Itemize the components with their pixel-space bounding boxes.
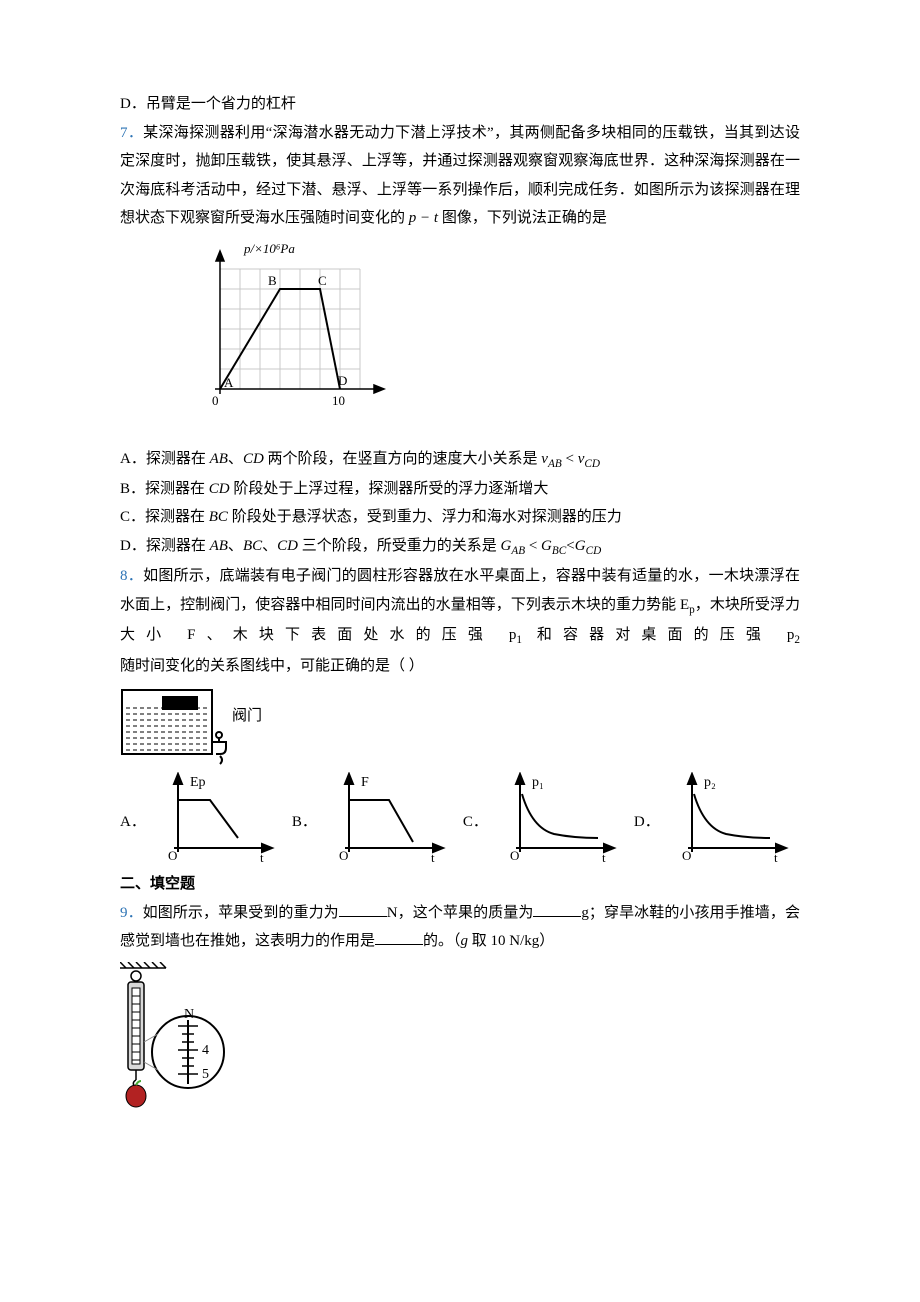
q7-number: 7．	[120, 125, 143, 141]
q7-chart: p/×10⁶Pa A B C	[180, 239, 800, 439]
q9-t1: 如图所示，苹果受到的重力为	[143, 905, 339, 921]
q9-t2: N，这个苹果的质量为	[387, 905, 534, 921]
q7d-t2: 三个阶段，所受重力的关系是	[298, 538, 501, 554]
chart-origin: 0	[212, 393, 219, 408]
q8-graph-d: p₂ O t	[674, 772, 792, 864]
q7b-t2: 阶段处于上浮过程，探测器所受的浮力逐渐增大	[230, 481, 549, 497]
svg-text:p₂: p₂	[704, 775, 716, 790]
svg-text:t: t	[431, 850, 435, 864]
q7a-sep: 、	[228, 451, 243, 467]
q7c-t2: 阶段处于悬浮状态，受到重力、浮力和海水对探测器的压力	[228, 509, 622, 525]
prev-option-d: D．吊臂是一个省力的杠杆	[120, 90, 800, 119]
q7d-cd: CD	[277, 538, 298, 554]
svg-text:Ep: Ep	[190, 775, 206, 790]
q7d-gs2: BC	[552, 545, 566, 557]
q8-sub3: 2	[794, 634, 800, 646]
q8-graph-c: p₁ O t	[502, 772, 620, 864]
q7d-ab: AB	[210, 538, 228, 554]
apple-icon	[126, 1085, 146, 1107]
svg-text:O: O	[682, 848, 691, 863]
chart-grid	[220, 269, 360, 389]
q8-number: 8．	[120, 568, 143, 584]
vessel-water	[126, 708, 208, 750]
q8-opt-b-label: B．	[292, 808, 317, 865]
q7a-s2: CD	[584, 458, 600, 470]
q7-opt-d: D．探测器在 AB、BC、CD 三个阶段，所受重力的关系是 GAB < GBC<…	[120, 532, 800, 562]
section-2-title: 二、填空题	[120, 870, 800, 899]
q7d-g3: G	[575, 538, 586, 554]
q7d-g1: G	[500, 538, 511, 554]
q7c-bc: BC	[209, 509, 228, 525]
svg-text:O: O	[339, 848, 348, 863]
vessel-label: 阀门	[232, 707, 262, 724]
q7-pt: p − t	[409, 210, 438, 226]
q8-opt-a-label: A．	[120, 808, 146, 865]
svg-text:p₁: p₁	[532, 775, 544, 790]
q8-t3: 和容器对桌面的压强 p	[522, 627, 794, 643]
chart-pt-d: D	[338, 373, 347, 388]
q7d-g2: G	[541, 538, 552, 554]
spring-ring-icon	[131, 971, 141, 981]
q9-blank3	[375, 930, 423, 945]
svg-text:t: t	[260, 850, 264, 864]
q9-spring-figure: N 4 5	[120, 962, 800, 1122]
chart-ylabel: p/×10⁶Pa	[243, 241, 295, 256]
q9-t4: 的。（	[423, 933, 461, 949]
zoom-5: 5	[202, 1067, 209, 1082]
q9-stem: 9．如图所示，苹果受到的重力为N，这个苹果的质量为g；穿旱冰鞋的小孩用手推墙，会…	[120, 899, 800, 956]
q7-text2: 图像，下列说法正确的是	[438, 210, 607, 226]
q7b-cd: CD	[209, 481, 230, 497]
q8-graph-a: Ep O t	[160, 772, 278, 864]
zoom-N: N	[184, 1007, 194, 1022]
svg-text:F: F	[361, 775, 369, 790]
chart-xmax: 10	[332, 393, 345, 408]
q9-blank2	[533, 902, 581, 917]
q7d-gs1: AB	[511, 545, 525, 557]
q7d-s2: 、	[262, 538, 277, 554]
svg-text:t: t	[602, 850, 606, 864]
spring-scale	[132, 988, 140, 1064]
q7a-t1: A．探测器在	[120, 451, 210, 467]
vessel-block	[162, 696, 198, 710]
q8-stem: 8．如图所示，底端装有电子阀门的圆柱形容器放在水平桌面上，容器中装有适量的水，一…	[120, 562, 800, 680]
q7-opt-a: A．探测器在 AB、CD 两个阶段，在竖直方向的速度大小关系是 vAB < vC…	[120, 445, 800, 475]
q7d-s1: 、	[228, 538, 243, 554]
q7a-lt: <	[562, 451, 578, 467]
q8-graph-b: F O t	[331, 772, 449, 864]
q7-opt-b: B．探测器在 CD 阶段处于上浮过程，探测器所受的浮力逐渐增大	[120, 475, 800, 504]
q7a-s1: AB	[548, 458, 562, 470]
q7a-cd: CD	[243, 451, 264, 467]
chart-pt-a: A	[224, 375, 234, 390]
q7d-bc: BC	[243, 538, 262, 554]
q8-options-row: A． Ep O t B． F O t C． p₁ O t D．	[120, 772, 800, 864]
q7d-gs3: CD	[586, 545, 602, 557]
q9-g: g	[461, 933, 469, 949]
q7c-t1: C．探测器在	[120, 509, 209, 525]
chart-pt-b: B	[268, 273, 277, 288]
svg-text:O: O	[168, 848, 177, 863]
q7d-lt2: <	[566, 538, 574, 554]
q8-opt-d-label: D．	[634, 808, 660, 865]
q8-vessel: 阀门	[120, 688, 800, 768]
q7a-ab: AB	[210, 451, 228, 467]
q7-opt-c: C．探测器在 BC 阶段处于悬浮状态，受到重力、浮力和海水对探测器的压力	[120, 503, 800, 532]
q9-t5: 取 10 N/kg）	[468, 933, 554, 949]
q7a-v1: v	[541, 451, 548, 467]
vessel-tap	[212, 732, 226, 764]
svg-text:O: O	[510, 848, 519, 863]
q8-opt-c-label: C．	[463, 808, 488, 865]
q9-blank1	[339, 902, 387, 917]
zoom-4: 4	[202, 1043, 209, 1058]
svg-text:t: t	[774, 850, 778, 864]
q7d-t1: D．探测器在	[120, 538, 210, 554]
ceiling-icon	[120, 962, 166, 968]
q7d-lt1: <	[525, 538, 541, 554]
q9-number: 9．	[120, 905, 143, 921]
q7a-t2: 两个阶段，在竖直方向的速度大小关系是	[264, 451, 542, 467]
q7-stem: 7．某深海探测器利用“深海潜水器无动力下潜上浮技术”，其两侧配备多块相同的压载铁…	[120, 119, 800, 233]
q8-t4: 随时间变化的关系图线中，可能正确的是（ ）	[120, 658, 424, 674]
q7b-t1: B．探测器在	[120, 481, 209, 497]
chart-pt-c: C	[318, 273, 327, 288]
